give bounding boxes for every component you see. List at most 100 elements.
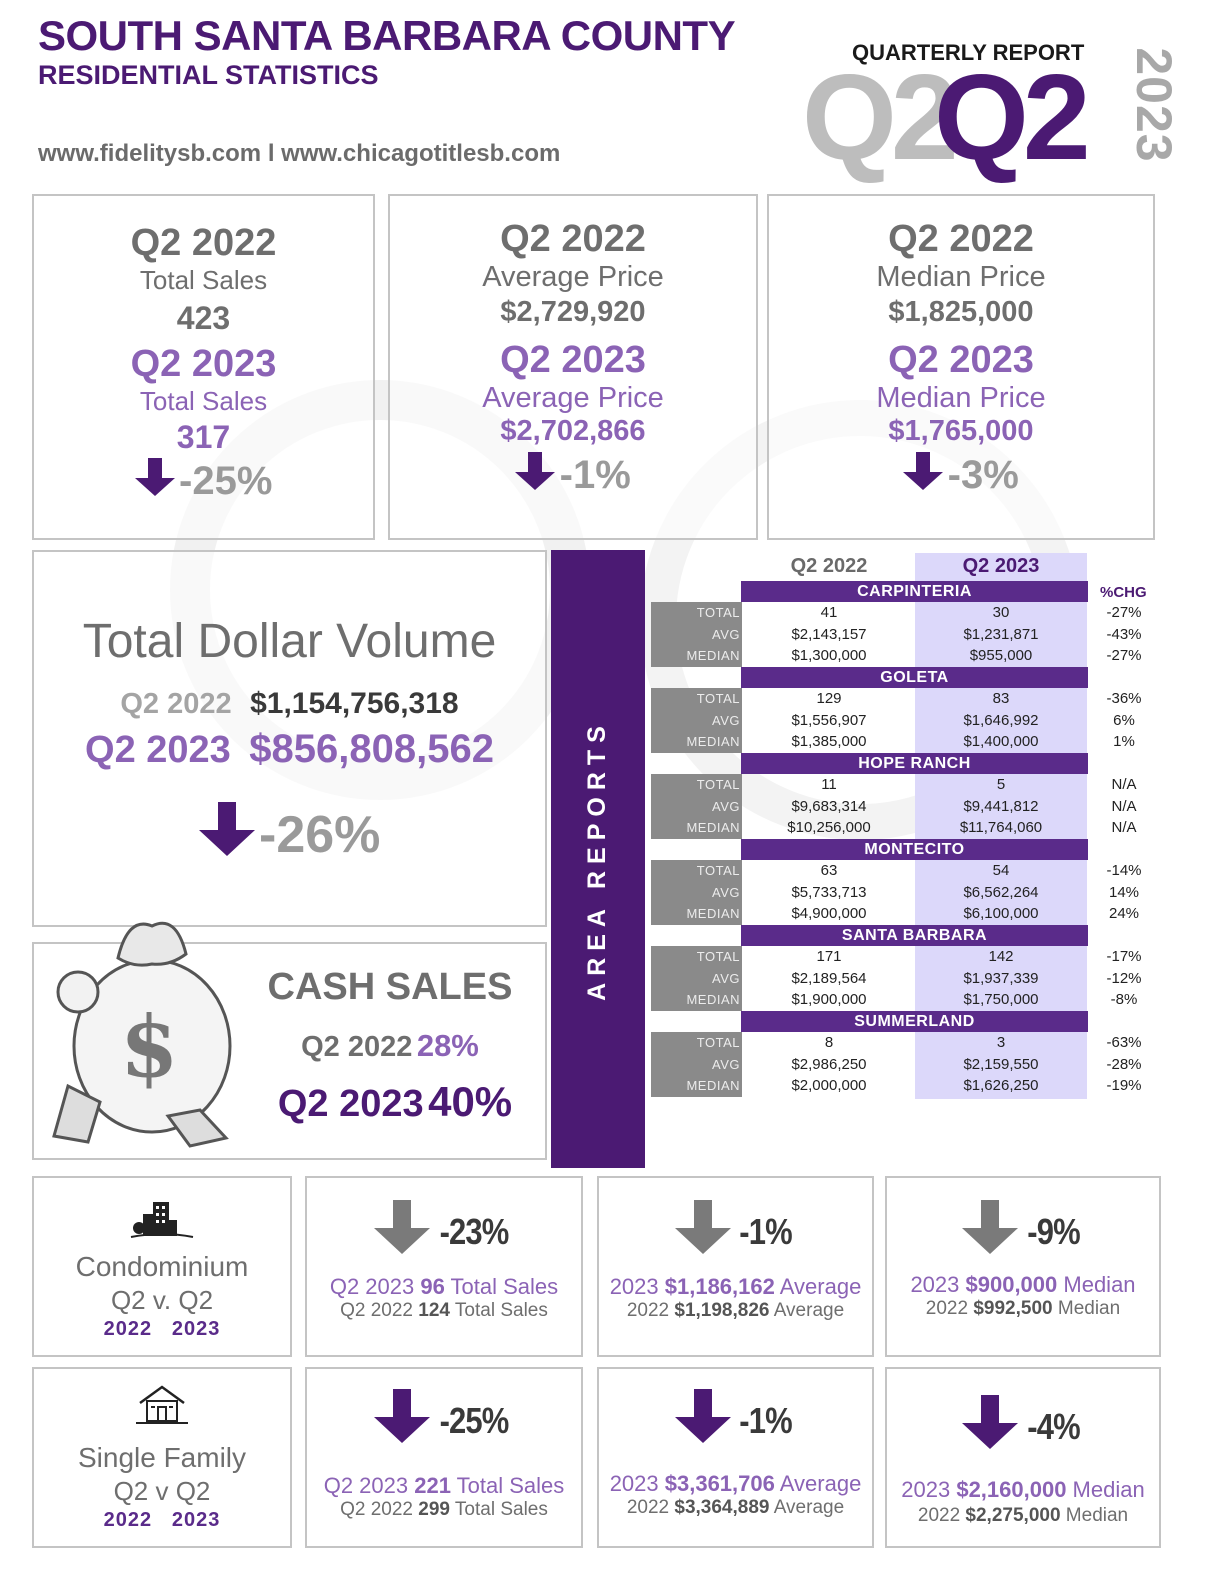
q22-label: Q2 2022: [888, 218, 1034, 260]
row-label: MEDIAN: [686, 734, 740, 749]
row-label: MEDIAN: [686, 820, 740, 835]
value-q23: $1,231,871: [963, 625, 1039, 643]
line2-value: 299: [418, 1499, 450, 1520]
arrow-down-icon: [675, 1389, 731, 1445]
row-label-background: [651, 860, 742, 925]
money-bag-man-illustration: $: [52, 921, 232, 1148]
arrow-down-icon: [903, 452, 943, 492]
sfr-year-b: 2023: [171, 1509, 221, 1531]
condo-building-icon: [130, 1202, 194, 1238]
median-price-box: Q2 2022 Median Price $1,825,000 Q2 2023 …: [767, 194, 1155, 540]
row-label: TOTAL: [696, 691, 740, 706]
value-pct-change: 14%: [1108, 883, 1140, 901]
pct-change: -1%: [559, 453, 631, 497]
report-year: 2023: [1126, 47, 1182, 163]
dollar-volume-box: Total Dollar Volume Q2 2022 $1,154,756,3…: [32, 550, 547, 927]
row-label: AVG: [712, 1056, 740, 1072]
value-pct-change: N/A: [1111, 797, 1137, 815]
arrow-down-icon: [962, 1395, 1018, 1451]
value-q23: 54: [992, 862, 1010, 879]
sfr-average-box: -1% 2023 $3,361,706 Average 2022 $3,364,…: [597, 1367, 874, 1548]
q23-label: Q2 2023: [888, 339, 1034, 381]
line1-prefix: 2023: [901, 1477, 957, 1502]
table-row: TOTAL 8 3 -63%: [0, 1032, 1224, 1053]
column-header-pct-change: %CHG: [1100, 584, 1147, 601]
sfr-year-a: 2022: [103, 1509, 153, 1531]
q23-value: $1,765,000: [888, 415, 1034, 447]
line1-suffix: Average: [774, 1274, 862, 1299]
line1-prefix: 2023: [609, 1471, 665, 1496]
q22-metric-label: Total Sales: [139, 265, 268, 295]
value-q23: 142: [988, 948, 1014, 965]
q22-metric-label: Median Price: [876, 261, 1046, 293]
line1-value: $900,000: [965, 1272, 1058, 1297]
value-q22: 63: [820, 862, 838, 879]
line2-prefix: 2022: [626, 1497, 675, 1518]
line2-prefix: 2022: [917, 1505, 966, 1526]
value-q22: 8: [824, 1034, 834, 1051]
sfr-sales-box: -25% Q2 2023 221 Total Sales Q2 2022 299…: [305, 1367, 583, 1548]
arrow-down-icon: [374, 1200, 430, 1256]
condo-label-box: Condominium Q2 v. Q2 2022 2023: [32, 1176, 292, 1357]
table-row: AVG $2,143,157 $1,231,871 -43%: [0, 624, 1224, 645]
line2-prefix: 2022: [925, 1298, 974, 1319]
line1-suffix: Total Sales: [444, 1274, 559, 1299]
row-label-background: [651, 946, 742, 1011]
q23-metric-label: Total Sales: [139, 386, 268, 416]
value-q23: $1,626,250: [963, 1077, 1039, 1094]
row-label: AVG: [712, 626, 740, 642]
line2-suffix: Median: [1060, 1505, 1129, 1526]
row-label: MEDIAN: [686, 648, 740, 663]
arrow-down-icon: [374, 1389, 430, 1445]
table-row: TOTAL 129 83 -36%: [0, 688, 1224, 709]
table-row: MEDIAN $10,256,000 $11,764,060 N/A: [0, 817, 1224, 838]
value-q23: $6,562,264: [963, 883, 1039, 901]
value-q22: $2,986,250: [791, 1055, 867, 1073]
condo-sales-box: -23% Q2 2023 96 Total Sales Q2 2022 124 …: [305, 1176, 583, 1357]
area-name-hope-ranch: HOPE RANCH: [741, 753, 1088, 774]
cash-sales-box: $ CASH SALES Q2 2022 28% Q2 2023 40%: [32, 921, 547, 1160]
condo-year-a: 2022: [103, 1318, 153, 1340]
area-name-santa-barbara: SANTA BARBARA: [741, 925, 1088, 946]
value-q23: $9,441,812: [963, 797, 1039, 815]
line2-value: $1,198,826: [674, 1300, 770, 1321]
volume-q22-value: $1,154,756,318: [250, 687, 459, 720]
line1-value: 221: [414, 1473, 451, 1498]
total-sales-box: Q2 2022 Total Sales 423 Q2 2023 Total Sa…: [32, 194, 375, 540]
value-pct-change: -8%: [1110, 991, 1138, 1008]
line1-value: $3,361,706: [664, 1471, 775, 1496]
value-q23: $6,100,000: [963, 905, 1039, 922]
sfr-median-box: -4% 2023 $2,160,000 Median 2022 $2,275,0…: [885, 1367, 1161, 1548]
line2-suffix: Total Sales: [449, 1300, 548, 1321]
value-q22: $2,189,564: [791, 969, 867, 987]
value-q22: $2,000,000: [791, 1077, 867, 1094]
table-row: MEDIAN $1,900,000 $1,750,000 -8%: [0, 989, 1224, 1010]
q23-value: 317: [176, 419, 231, 455]
table-row: TOTAL 63 54 -14%: [0, 860, 1224, 881]
line1-value: $1,186,162: [664, 1274, 775, 1299]
condo-median-box: -9% 2023 $900,000 Median 2022 $992,500 M…: [885, 1176, 1161, 1357]
q22-value: $2,729,920: [500, 296, 646, 328]
line2-suffix: Median: [1052, 1298, 1121, 1319]
pct-change: -9%: [1026, 1211, 1080, 1252]
condo-compare: Q2 v. Q2: [110, 1285, 214, 1315]
website-links[interactable]: www.fidelitysb.com l www.chicagotitlesb.…: [38, 140, 561, 167]
condo-average-box: -1% 2023 $1,186,162 Average 2022 $1,198,…: [597, 1176, 874, 1357]
line1-value: $2,160,000: [956, 1477, 1067, 1502]
value-q23: $1,937,339: [963, 969, 1039, 987]
line1-suffix: Total Sales: [450, 1473, 565, 1498]
row-label: AVG: [712, 970, 740, 986]
table-row: TOTAL 11 5 N/A: [0, 774, 1224, 795]
line1-suffix: Median: [1066, 1477, 1145, 1502]
value-q23: $1,750,000: [963, 991, 1039, 1008]
quarterly-report-label: QUARTERLY REPORT: [852, 40, 1085, 65]
condo-title: Condominium: [75, 1251, 249, 1282]
pct-change: -23%: [439, 1211, 510, 1252]
condo-year-b: 2023: [171, 1318, 221, 1340]
quarter-text: Q2: [934, 49, 1091, 185]
line2-suffix: Total Sales: [449, 1499, 548, 1520]
value-pct-change: N/A: [1111, 776, 1137, 793]
line1-prefix: Q2 2023: [323, 1473, 415, 1498]
table-row: AVG $2,986,250 $2,159,550 -28%: [0, 1054, 1224, 1075]
table-row: TOTAL 41 30 -27%: [0, 602, 1224, 623]
